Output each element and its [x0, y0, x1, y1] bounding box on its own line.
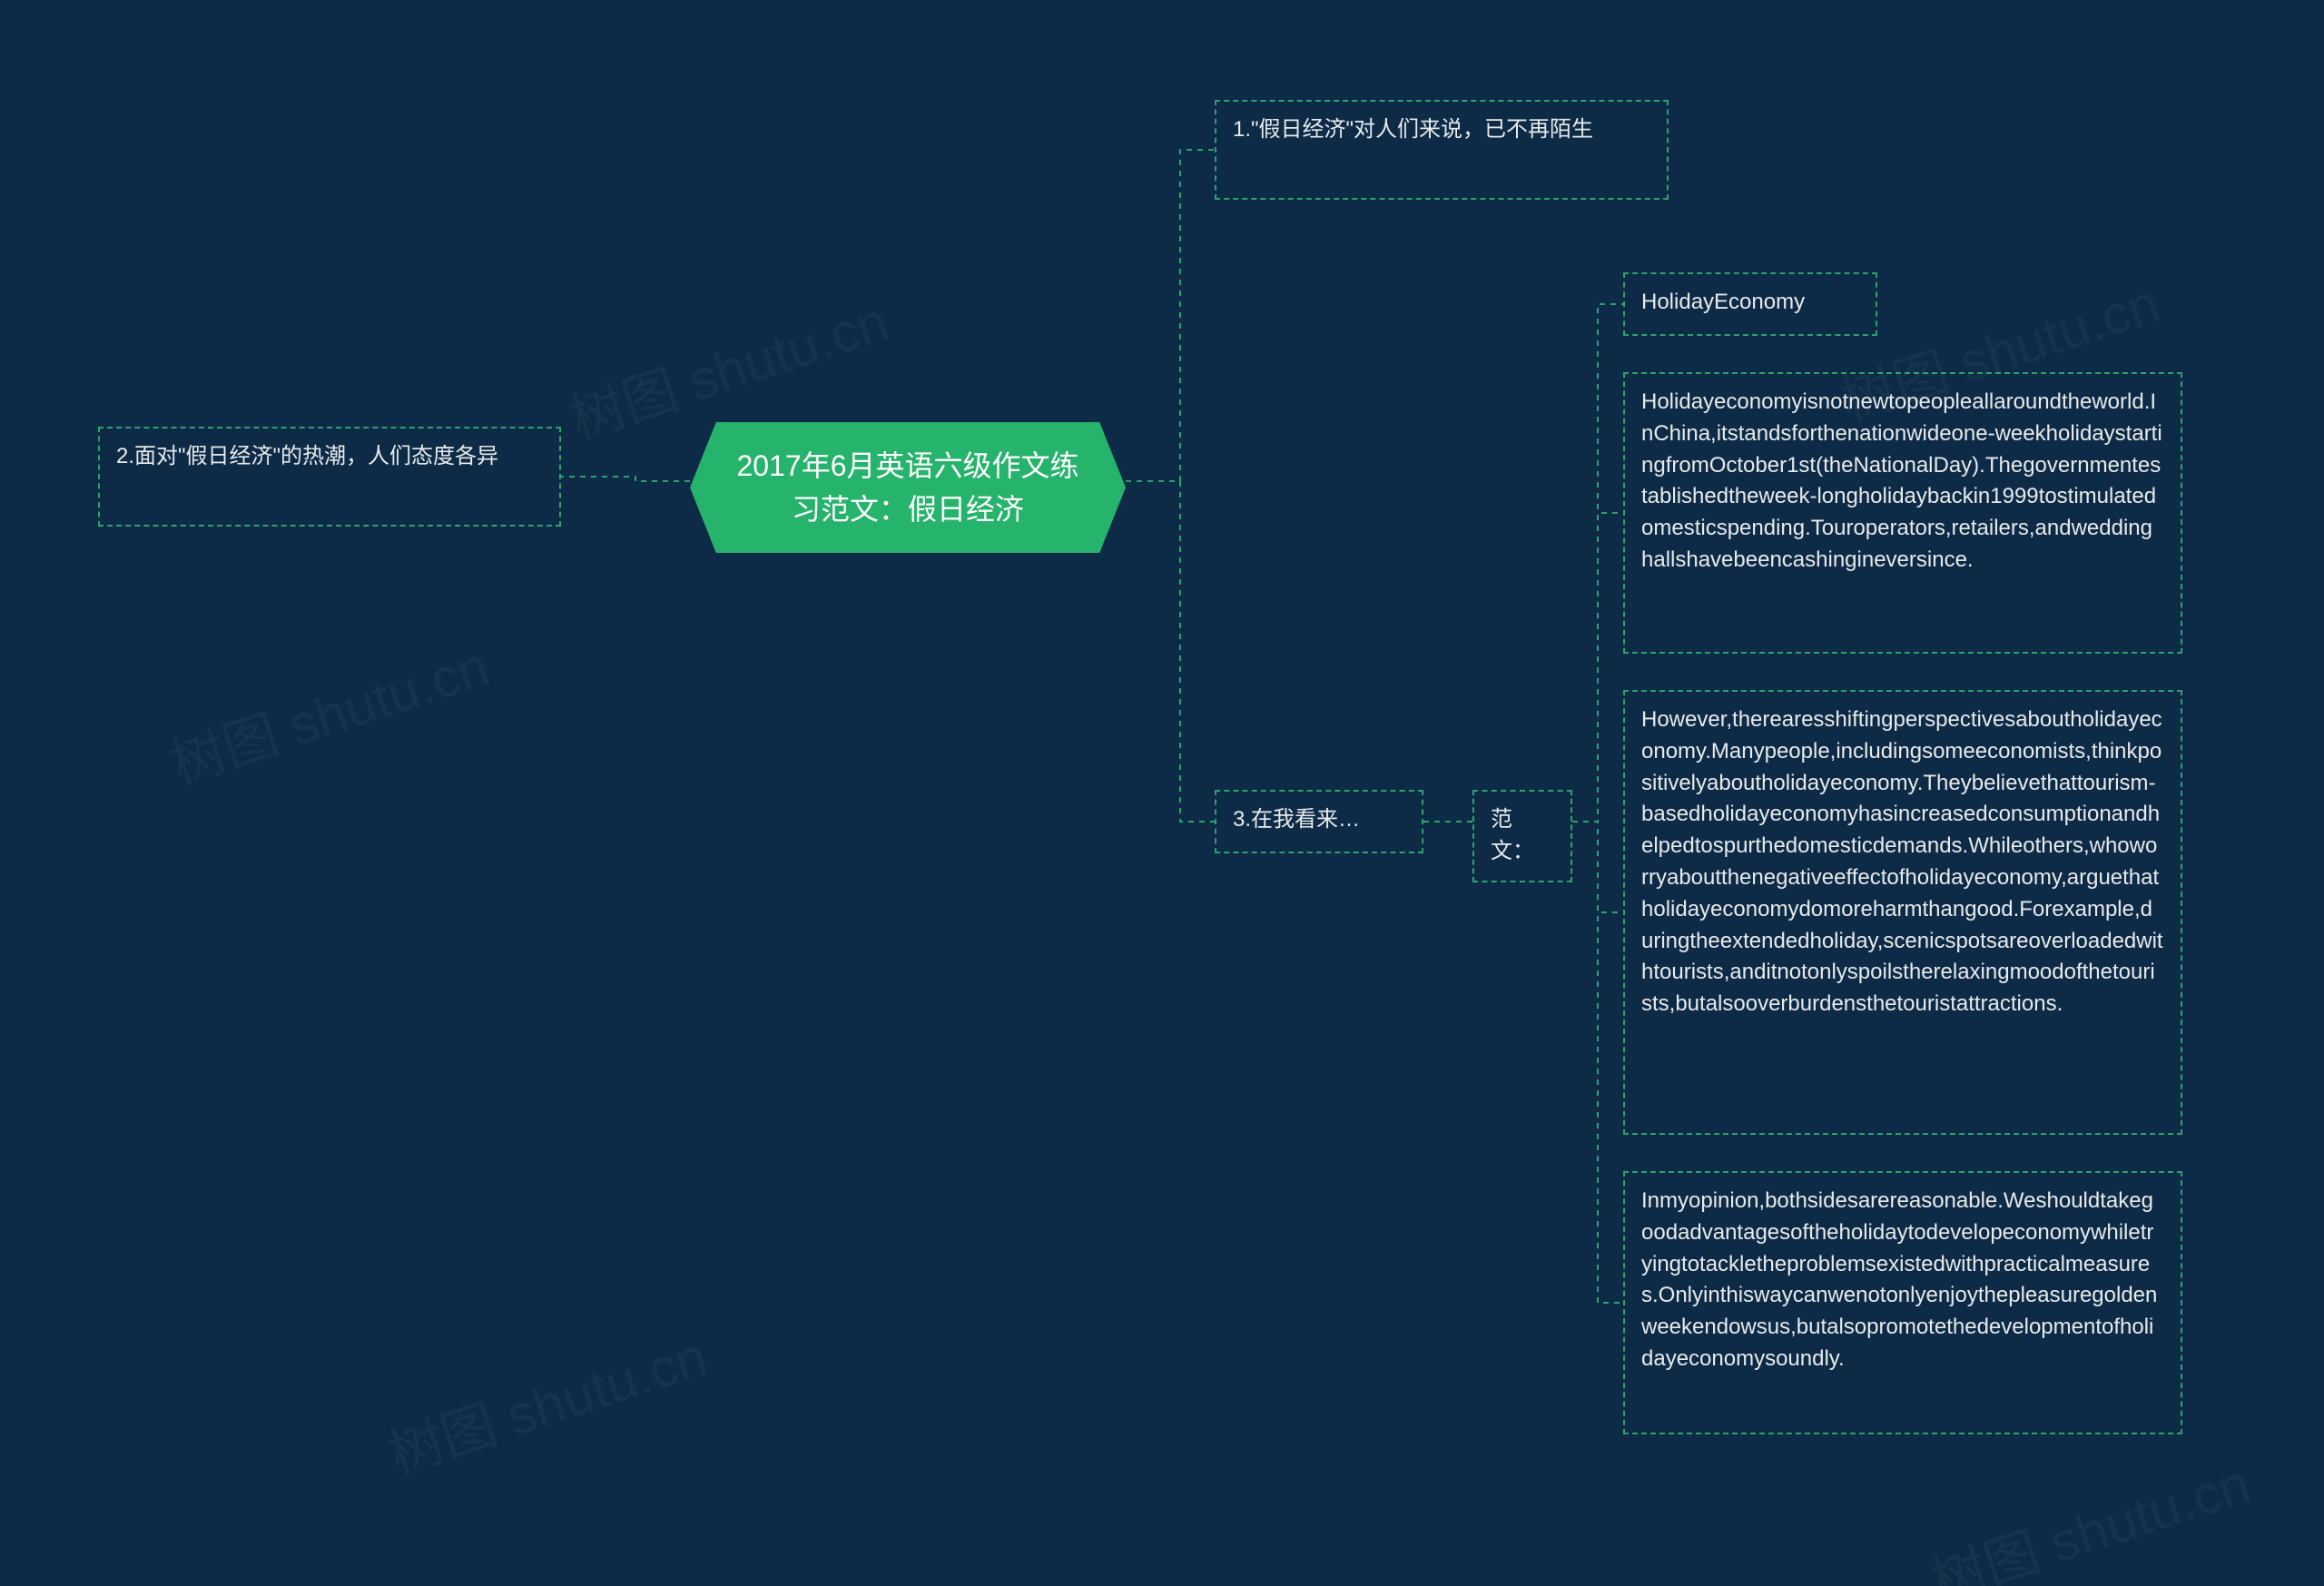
watermark: 树图 shutu.cn: [159, 623, 497, 800]
node-fanwen-para1[interactable]: Holidayeconomyisnotnewtopeopleallaroundt…: [1623, 372, 2182, 654]
node-fanwen-para3[interactable]: Inmyopinion,bothsidesarereasonable.Wesho…: [1623, 1171, 2182, 1434]
connector: [1572, 822, 1623, 1303]
node-fanwen-para2[interactable]: However,therearesshiftingperspectivesabo…: [1623, 690, 2182, 1135]
node-my-view[interactable]: 3.在我看来…: [1215, 790, 1423, 853]
connector: [1126, 481, 1215, 822]
node-fanwen-label[interactable]: 范文：: [1472, 790, 1572, 882]
node-not-new[interactable]: 1."假日经济"对人们来说，已不再陌生: [1215, 100, 1669, 200]
connector: [1126, 150, 1215, 481]
mindmap-canvas: 2017年6月英语六级作文练习范文：假日经济 2.面对"假日经济"的热潮，人们态…: [0, 0, 2324, 1586]
connector: [561, 477, 690, 481]
connector: [1572, 513, 1623, 822]
connector: [1572, 304, 1623, 822]
watermark: 树图 shutu.cn: [377, 1313, 715, 1490]
center-node[interactable]: 2017年6月英语六级作文练习范文：假日经济: [690, 422, 1126, 553]
node-fanwen-title[interactable]: HolidayEconomy: [1623, 272, 1877, 336]
watermark: 树图 shutu.cn: [1920, 1440, 2259, 1586]
connector: [1572, 822, 1623, 912]
node-attitudes[interactable]: 2.面对"假日经济"的热潮，人们态度各异: [98, 427, 561, 527]
